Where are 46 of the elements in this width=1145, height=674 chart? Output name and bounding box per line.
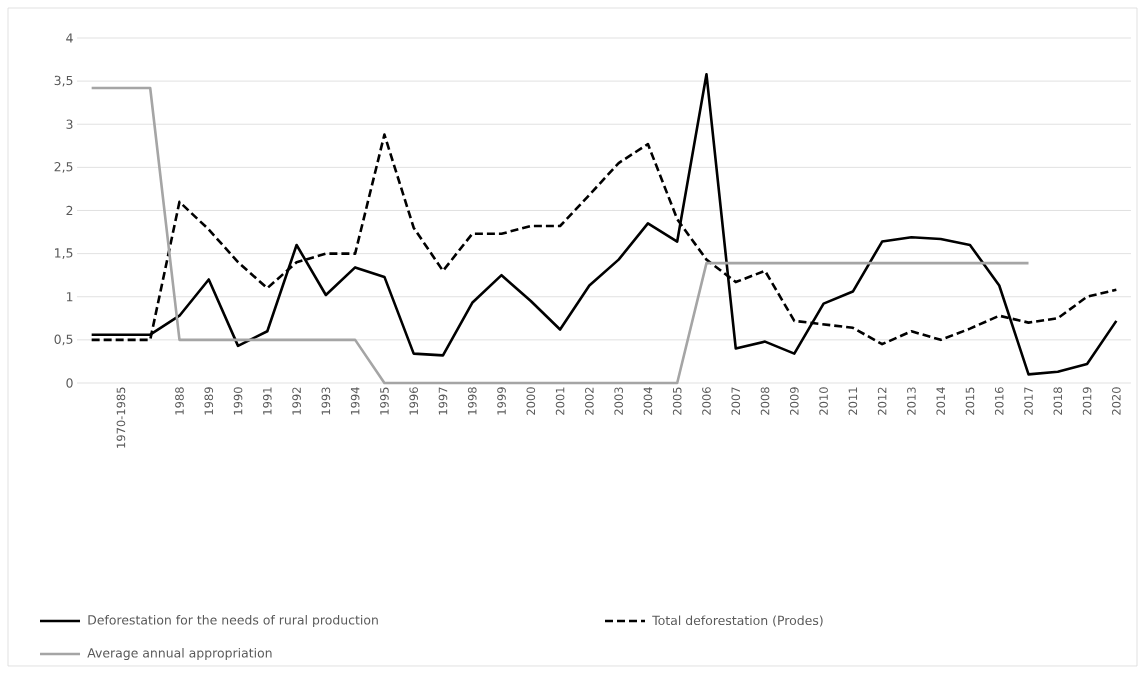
legend-label: Total deforestation (Prodes): [652, 615, 823, 627]
y-tick-label: 3: [66, 119, 73, 129]
x-tick-label: 2004: [643, 387, 653, 415]
legend-label: Deforestation for the needs of rural production: [88, 614, 378, 628]
x-tick-label: 1992: [292, 387, 301, 415]
x-tick-label: 2009: [789, 387, 799, 415]
y-tick-label: 0: [66, 378, 73, 388]
x-tick-label: 1997: [438, 387, 448, 415]
x-tick-label: 2008: [760, 387, 770, 415]
x-tick-label: 1995: [380, 387, 389, 415]
x-tick-label: 1970-1985: [116, 387, 126, 448]
legend-label: Average annual appropriation: [87, 647, 272, 661]
x-tick-label: 2018: [1053, 387, 1063, 415]
x-tick-label: 1996: [409, 387, 419, 415]
x-tick-label: 1998: [467, 387, 477, 415]
x-tick-label: 2007: [731, 387, 741, 415]
x-tick-label: 2011: [848, 387, 858, 415]
y-tick-label: 0,5: [54, 334, 73, 346]
x-tick-label: 2002: [585, 387, 594, 415]
x-tick-label: 2010: [819, 387, 828, 415]
y-tick-label: 4: [66, 33, 73, 43]
x-tick-label: 1991: [262, 387, 272, 415]
x-tick-label: 2016: [994, 387, 1004, 415]
x-tick-label: 1993: [321, 387, 331, 415]
x-tick-label: 2019: [1082, 387, 1092, 415]
y-tick-label: 3,5: [54, 75, 73, 87]
x-tick-label: 1989: [204, 387, 214, 415]
x-tick-label: 1994: [350, 387, 360, 415]
y-tick-label: 2,5: [54, 162, 73, 173]
x-tick-label: 2014: [936, 387, 946, 415]
x-tick-label: 2006: [702, 387, 711, 415]
x-tick-label: 1990: [233, 387, 243, 415]
x-tick-label: 2000: [526, 387, 536, 415]
x-tick-label: 1999: [497, 387, 506, 415]
x-tick-label: 2005: [672, 387, 682, 415]
x-tick-label: 2001: [555, 387, 565, 415]
x-tick-label: 2017: [1024, 387, 1033, 415]
y-tick-label: 2: [66, 205, 73, 216]
x-tick-label: 2012: [877, 387, 887, 415]
x-tick-label: 2003: [614, 387, 623, 415]
y-tick-label: 1,5: [55, 248, 73, 259]
x-tick-label: 2020: [1112, 387, 1121, 415]
x-tick-label: 1988: [175, 387, 184, 415]
y-tick-label: 1: [66, 292, 73, 302]
x-tick-label: 2013: [907, 387, 916, 415]
x-tick-label: 2015: [965, 387, 975, 415]
